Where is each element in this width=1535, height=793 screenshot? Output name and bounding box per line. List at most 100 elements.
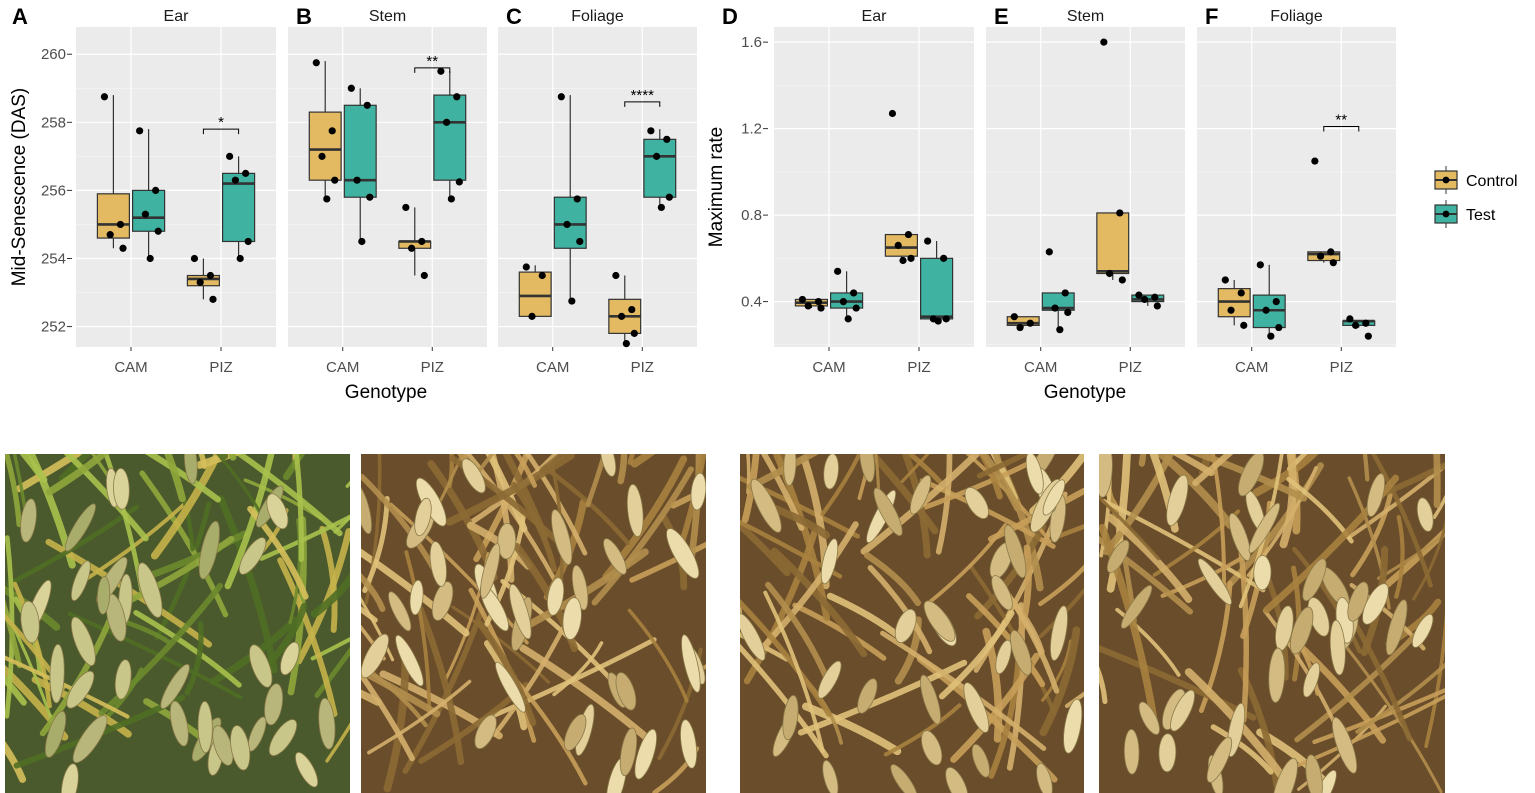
- wheat-ear: [1099, 454, 1113, 498]
- leaf: [310, 572, 350, 618]
- box-piz-control: [398, 203, 432, 280]
- data-point: [844, 315, 852, 323]
- leaf: [820, 454, 862, 517]
- data-point: [443, 118, 451, 126]
- data-point: [1346, 315, 1354, 323]
- leaf: [741, 454, 760, 524]
- wheat-ear: [474, 714, 497, 750]
- wheat-ear: [564, 713, 587, 751]
- wheat-ear: [626, 483, 644, 538]
- x-tick-label: PIZ: [1330, 359, 1353, 376]
- data-point: [934, 317, 942, 325]
- leaf: [5, 675, 27, 706]
- data-point: [1105, 269, 1114, 278]
- wheat-ear: [1138, 701, 1160, 735]
- box-body: [186, 274, 220, 287]
- leaf: [935, 454, 953, 555]
- data-point: [407, 244, 416, 252]
- data-point: [1327, 248, 1335, 256]
- significance-bracket: ****: [624, 87, 661, 107]
- leaf: [1039, 626, 1081, 737]
- legend: Control Test: [1434, 166, 1518, 228]
- data-point: [940, 254, 948, 262]
- leaf: [760, 454, 805, 531]
- data-point: [1118, 276, 1126, 284]
- leaf: [1198, 454, 1212, 478]
- wheat-ear: [268, 719, 298, 757]
- leaf: [1054, 523, 1084, 540]
- wheat-ear: [740, 613, 766, 661]
- box-piz-control: [186, 254, 220, 303]
- wheat-ear: [1248, 502, 1281, 554]
- leaf: [552, 641, 604, 697]
- leaf: [139, 470, 229, 618]
- data-point: [657, 203, 665, 212]
- leaf: [293, 454, 304, 563]
- leaf: [451, 605, 551, 684]
- wheat-ear: [603, 538, 627, 575]
- data-point: [196, 278, 204, 286]
- data-point: [904, 230, 913, 239]
- wheat-ear: [1302, 558, 1327, 602]
- legend-item-test: Test: [1434, 200, 1496, 228]
- leaf: [314, 646, 350, 698]
- box-piz-control: [884, 109, 919, 265]
- data-point: [576, 237, 584, 246]
- leaf: [361, 572, 386, 612]
- data-point: [617, 312, 626, 320]
- leaf: [217, 495, 278, 674]
- wheat-ear: [1290, 606, 1314, 655]
- box-body: [919, 257, 954, 320]
- data-point: [1237, 289, 1245, 297]
- wheat-ear: [60, 763, 79, 793]
- box-body: [518, 271, 552, 317]
- data-point: [1151, 293, 1159, 301]
- data-point: [1153, 302, 1161, 310]
- leaf: [1039, 587, 1084, 638]
- wheat-ear: [1106, 539, 1130, 573]
- wheat-ear: [184, 454, 198, 485]
- y-tick-label: 258: [41, 114, 66, 131]
- leaf: [905, 454, 943, 485]
- x-tick-label: PIZ: [421, 359, 444, 376]
- wheat-ear: [1362, 583, 1389, 625]
- wheat-ear: [266, 493, 289, 530]
- box-cam-control: [1006, 313, 1040, 332]
- leaf: [867, 565, 933, 655]
- data-point: [1064, 308, 1072, 317]
- data-point: [1227, 306, 1235, 314]
- wheat-ear: [361, 633, 389, 679]
- data-point: [538, 271, 546, 280]
- leaf: [1362, 454, 1370, 482]
- panel-letter-e: E: [994, 4, 1009, 29]
- box-cam-test: [829, 267, 864, 323]
- wheat-ear: [1042, 479, 1066, 516]
- wheat-ear: [160, 663, 190, 709]
- facet-c: C Foliage CAM PIZ ****: [498, 4, 697, 376]
- data-point: [100, 93, 109, 101]
- facet-f: F Foliage CAM PIZ **: [1197, 4, 1396, 376]
- leaf: [900, 454, 930, 483]
- leaf: [476, 620, 537, 727]
- leaf: [1064, 691, 1084, 709]
- leaf: [1138, 454, 1147, 467]
- box-body: [553, 196, 587, 249]
- leaf: [1286, 454, 1308, 472]
- x-axis-title: Genotype: [1044, 382, 1126, 403]
- box-body: [1006, 316, 1040, 326]
- x-tick-label: PIZ: [209, 359, 232, 376]
- box-body: [1096, 212, 1130, 275]
- data-point: [1316, 252, 1325, 260]
- wheat-ear: [1238, 454, 1265, 497]
- leaf: [740, 520, 791, 577]
- wheat-ear: [822, 760, 839, 793]
- wheat-ear: [72, 714, 108, 764]
- data-point: [447, 195, 455, 203]
- wheat-ear: [546, 577, 565, 616]
- data-point: [1056, 326, 1064, 334]
- box-cam-control: [1217, 276, 1251, 329]
- data-point: [119, 244, 127, 252]
- wheat-ear: [70, 560, 91, 602]
- leaf: [1371, 454, 1433, 588]
- wheat-ear: [1272, 757, 1298, 793]
